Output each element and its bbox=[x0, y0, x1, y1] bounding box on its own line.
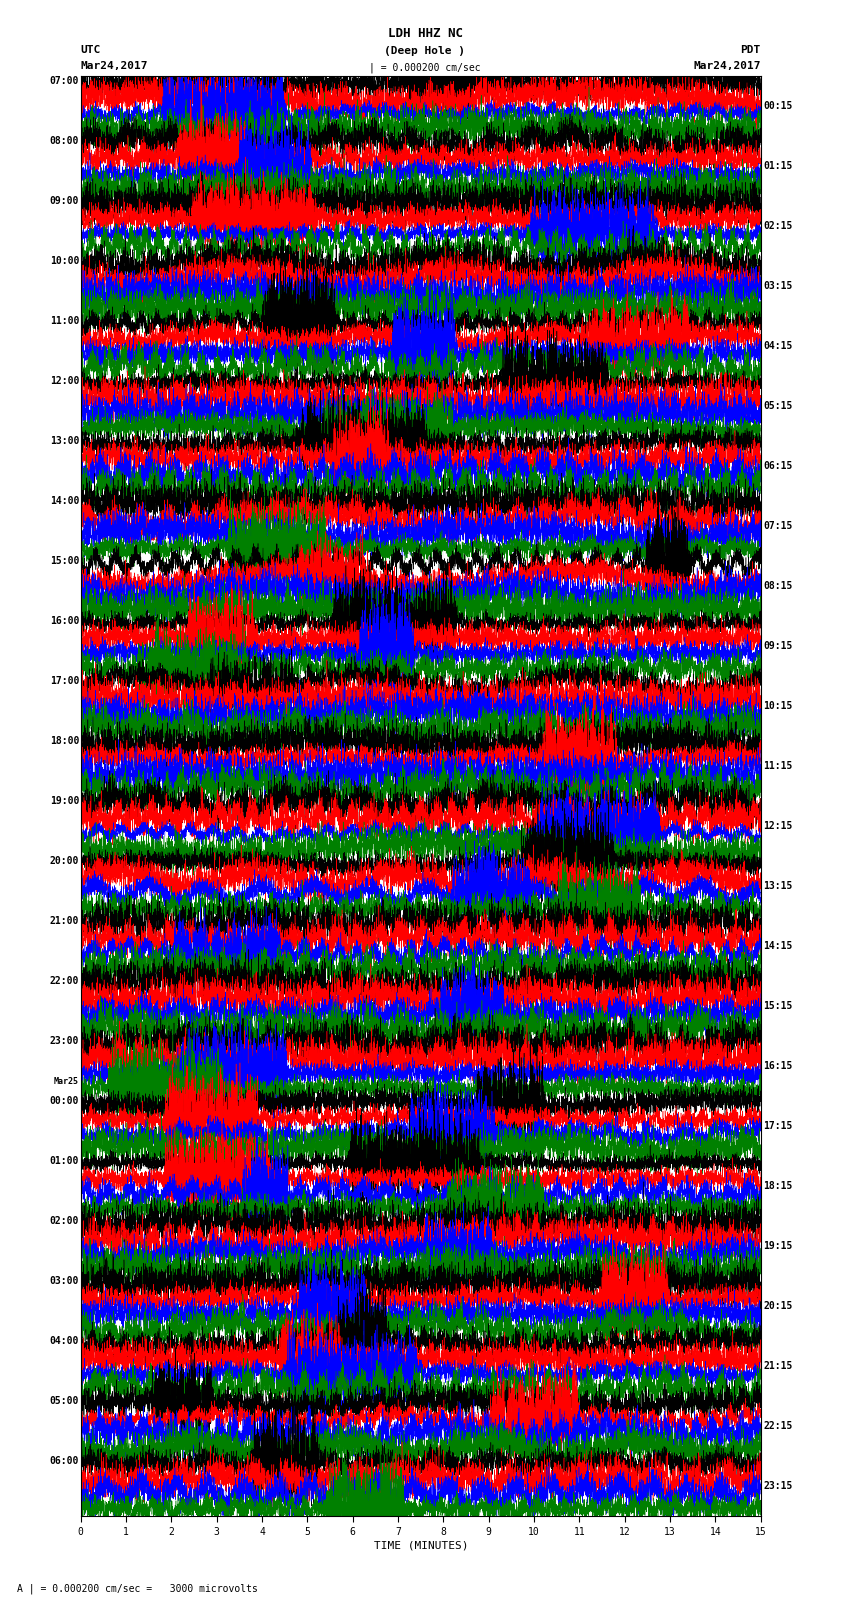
Text: | = 0.000200 cm/sec: | = 0.000200 cm/sec bbox=[369, 61, 481, 73]
Text: 20:15: 20:15 bbox=[763, 1302, 793, 1311]
Text: 01:00: 01:00 bbox=[49, 1157, 79, 1166]
Text: 15:00: 15:00 bbox=[49, 556, 79, 566]
Text: 00:15: 00:15 bbox=[763, 102, 793, 111]
Text: 22:00: 22:00 bbox=[49, 976, 79, 986]
Text: 16:15: 16:15 bbox=[763, 1061, 793, 1071]
Text: 21:00: 21:00 bbox=[49, 916, 79, 926]
Text: 02:15: 02:15 bbox=[763, 221, 793, 231]
Text: 06:15: 06:15 bbox=[763, 461, 793, 471]
Text: 21:15: 21:15 bbox=[763, 1361, 793, 1371]
Text: 15:15: 15:15 bbox=[763, 1002, 793, 1011]
Text: 03:15: 03:15 bbox=[763, 281, 793, 290]
Text: 17:15: 17:15 bbox=[763, 1121, 793, 1131]
Text: 01:15: 01:15 bbox=[763, 161, 793, 171]
Text: 17:00: 17:00 bbox=[49, 676, 79, 686]
Text: 08:00: 08:00 bbox=[49, 135, 79, 145]
Text: 23:15: 23:15 bbox=[763, 1481, 793, 1490]
Text: 22:15: 22:15 bbox=[763, 1421, 793, 1431]
Text: 08:15: 08:15 bbox=[763, 581, 793, 590]
Text: 00:00: 00:00 bbox=[49, 1097, 79, 1107]
Text: 14:00: 14:00 bbox=[49, 495, 79, 506]
Text: 05:00: 05:00 bbox=[49, 1397, 79, 1407]
Text: UTC: UTC bbox=[81, 45, 101, 55]
Text: 18:00: 18:00 bbox=[49, 736, 79, 745]
Text: 20:00: 20:00 bbox=[49, 857, 79, 866]
Text: 16:00: 16:00 bbox=[49, 616, 79, 626]
Text: 09:15: 09:15 bbox=[763, 640, 793, 652]
Text: 12:00: 12:00 bbox=[49, 376, 79, 386]
Text: PDT: PDT bbox=[740, 45, 761, 55]
Text: 23:00: 23:00 bbox=[49, 1036, 79, 1047]
Text: 07:15: 07:15 bbox=[763, 521, 793, 531]
Text: 06:00: 06:00 bbox=[49, 1457, 79, 1466]
Text: 13:15: 13:15 bbox=[763, 881, 793, 890]
Text: 10:15: 10:15 bbox=[763, 702, 793, 711]
Text: 10:00: 10:00 bbox=[49, 256, 79, 266]
Text: 03:00: 03:00 bbox=[49, 1276, 79, 1286]
X-axis label: TIME (MINUTES): TIME (MINUTES) bbox=[373, 1540, 468, 1550]
Text: 11:00: 11:00 bbox=[49, 316, 79, 326]
Text: Mar25: Mar25 bbox=[54, 1077, 79, 1087]
Text: 04:00: 04:00 bbox=[49, 1336, 79, 1347]
Text: 02:00: 02:00 bbox=[49, 1216, 79, 1226]
Text: 11:15: 11:15 bbox=[763, 761, 793, 771]
Text: 14:15: 14:15 bbox=[763, 940, 793, 952]
Text: 07:00: 07:00 bbox=[49, 76, 79, 85]
Text: (Deep Hole ): (Deep Hole ) bbox=[384, 47, 466, 56]
Text: 18:15: 18:15 bbox=[763, 1181, 793, 1190]
Text: 19:00: 19:00 bbox=[49, 797, 79, 806]
Text: 13:00: 13:00 bbox=[49, 436, 79, 445]
Text: 04:15: 04:15 bbox=[763, 340, 793, 352]
Text: 05:15: 05:15 bbox=[763, 402, 793, 411]
Text: Mar24,2017: Mar24,2017 bbox=[81, 61, 148, 71]
Text: 12:15: 12:15 bbox=[763, 821, 793, 831]
Text: 19:15: 19:15 bbox=[763, 1240, 793, 1252]
Text: Mar24,2017: Mar24,2017 bbox=[694, 61, 761, 71]
Text: LDH HHZ NC: LDH HHZ NC bbox=[388, 27, 462, 40]
Text: 09:00: 09:00 bbox=[49, 195, 79, 206]
Text: A | = 0.000200 cm/sec =   3000 microvolts: A | = 0.000200 cm/sec = 3000 microvolts bbox=[17, 1582, 258, 1594]
